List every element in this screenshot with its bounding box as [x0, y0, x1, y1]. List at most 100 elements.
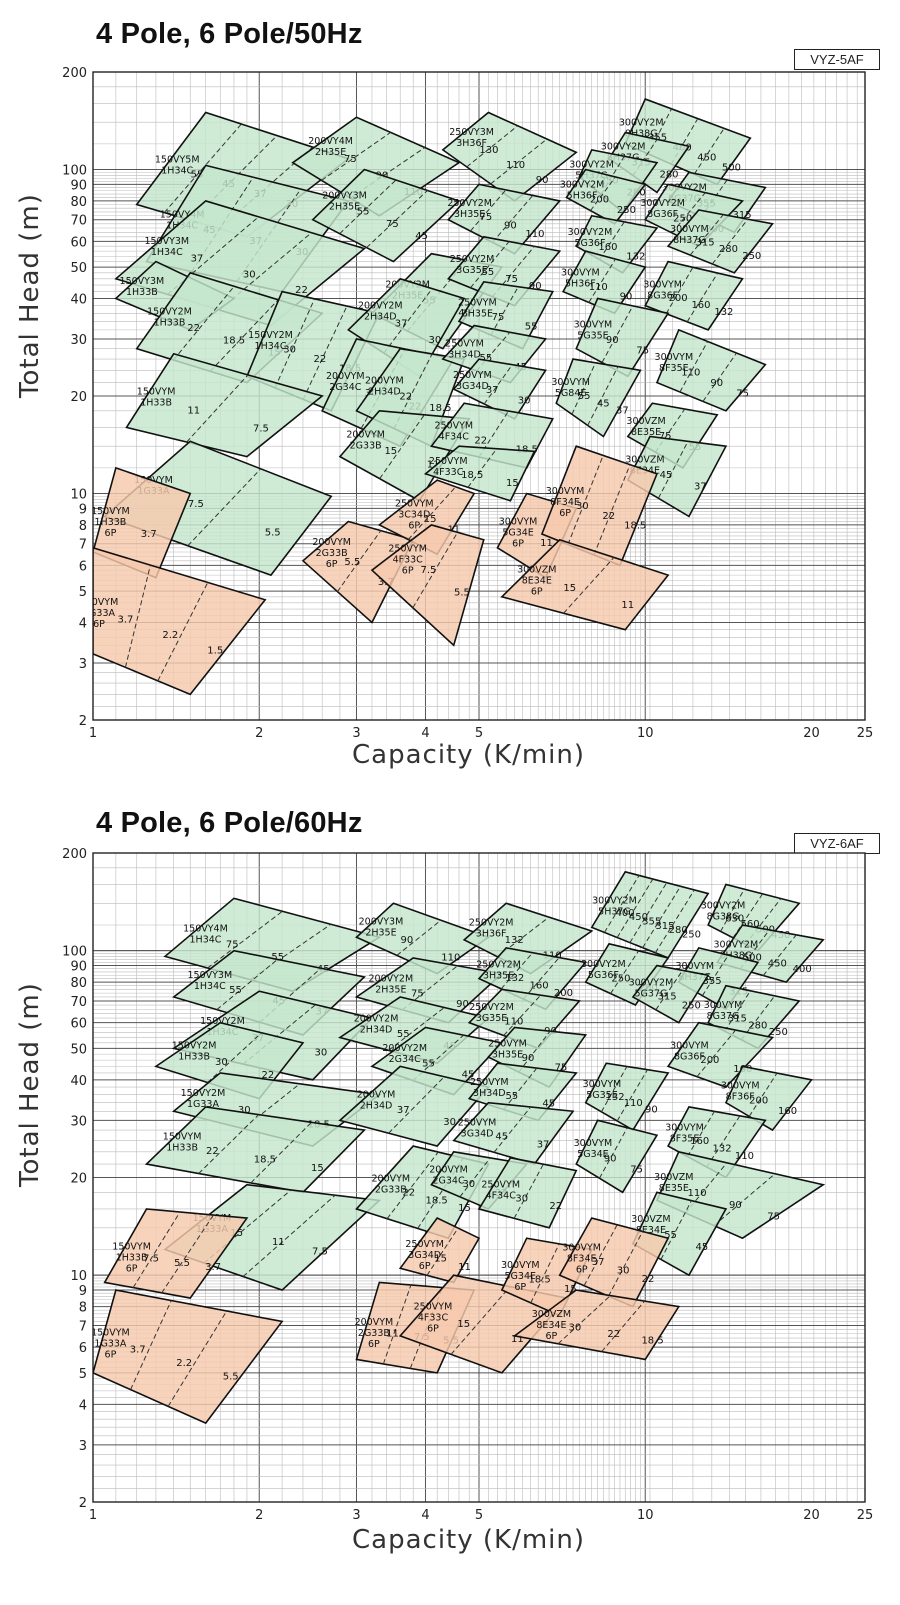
kw-label: 22 [402, 1187, 415, 1198]
kw-label: 18.5 [641, 1336, 663, 1347]
motor-boundary [503, 1067, 538, 1110]
kw-label: 160 [530, 981, 549, 992]
kw-label: 200 [669, 293, 688, 304]
kw-label: 75 [659, 431, 672, 442]
kw-label: 11 [540, 538, 553, 549]
region-4pole [666, 1021, 775, 1088]
motor-boundary [157, 582, 209, 682]
model-label: 150VYM 1G33A 6P [80, 597, 119, 630]
kw-label: 500 [743, 953, 762, 964]
pump-region: 150VYM 1H33B 22 18.5 15 [144, 1106, 367, 1194]
kw-label: 132 [606, 1092, 625, 1103]
kw-label: 450 [768, 958, 787, 969]
kw-label: 22 [261, 1070, 274, 1081]
motor-boundary [629, 882, 668, 943]
x-tick-label: 5 [475, 726, 483, 741]
motor-boundary [563, 557, 615, 614]
kw-label: 160 [690, 1136, 709, 1147]
y-tick-label: 4 [79, 616, 87, 631]
motor-boundary [407, 486, 457, 540]
y-tick-label: 8 [79, 1301, 87, 1316]
model-label: 200VY2M 2H34D [354, 1013, 399, 1035]
kw-label: 55 [191, 169, 204, 180]
y-tick-label: 60 [70, 235, 87, 250]
motor-boundary [711, 218, 749, 265]
kw-label: 11 [447, 525, 460, 536]
model-label: 300VY2M 8G38G [701, 901, 746, 923]
x-axis-label: Capacity (K/min) [352, 1525, 586, 1555]
kw-label: 110 [624, 1098, 643, 1109]
kw-label: 55 [229, 985, 242, 996]
kw-label: 400 [616, 908, 635, 919]
motor-boundary [470, 189, 507, 232]
motor-boundary [274, 298, 315, 389]
chart-title: 4 Pole, 6 Pole/50Hz [96, 18, 363, 50]
kw-label: 11 [511, 1334, 524, 1345]
kw-label: 132 [505, 935, 524, 946]
kw-label: 15 [384, 446, 397, 457]
kw-label: 15 [457, 1319, 470, 1330]
model-label: 250VYM 3H35E [488, 1038, 527, 1060]
motor-boundary [588, 258, 616, 303]
motor-boundary [632, 139, 658, 176]
kw-label: 90 [645, 1104, 658, 1115]
model-label: 150VY2M 1H33B [147, 307, 192, 329]
motor-boundary [523, 957, 560, 1000]
model-label: 300VYM 8F35E [655, 352, 694, 374]
plot-frame [92, 71, 866, 721]
motor-boundary [583, 1224, 618, 1286]
model-label: 150VY3M 1H34C [187, 970, 232, 992]
model-label: 250VYM 3H35E [458, 298, 497, 320]
model-label: 300VYM 8G36F [670, 1041, 709, 1063]
motor-boundary [616, 878, 654, 938]
model-label: 150VYM 1H33B 6P [91, 506, 130, 539]
motor-boundary [124, 565, 151, 668]
kw-label: 110 [504, 1017, 523, 1028]
model-label: 300VYM 5G35E [583, 1079, 622, 1101]
model-label: 300VYM 5H36F [561, 267, 600, 289]
motor-boundary [132, 1211, 181, 1288]
kw-label: 37 [592, 1257, 605, 1268]
kw-label: 30 [243, 269, 256, 280]
y-tick-label: 2 [79, 1496, 87, 1511]
kw-label: 11 [386, 1329, 399, 1340]
kw-label: 22 [295, 285, 308, 296]
region-6pole [500, 538, 670, 631]
motor-boundary [216, 959, 278, 1011]
kw-label: 450 [697, 152, 716, 163]
kw-label: 400 [793, 964, 812, 975]
y-tick-label: 3 [79, 657, 87, 672]
kw-label: 315 [655, 921, 674, 932]
chart-panel-50hz: 4 Pole, 6 Pole/50Hz VYZ-5AF 1 2 3 4 5 10 20 25 2… [0, 0, 900, 790]
y-tick-label: 7 [79, 1319, 87, 1334]
pump-region: 150VYM 1G33A 6P 3.7 2.2 1.5 [80, 546, 267, 696]
motor-boundary [130, 1300, 172, 1390]
model-label: 200VYM 2G33B 6P [355, 1317, 394, 1350]
kw-label: 5.5 [223, 1371, 239, 1382]
region-4pole [631, 964, 710, 1024]
motor-boundary [720, 888, 745, 932]
kw-label: 18.5 [624, 521, 646, 532]
motor-boundary [660, 1200, 692, 1260]
kw-label: 22 [642, 1274, 655, 1285]
model-label: 300VZM 8E35E [626, 416, 665, 438]
kw-label: 30 [238, 1105, 251, 1116]
pump-region: 300VZM 8E34E 6P 15 11 [500, 538, 670, 631]
kw-label: 30 [518, 395, 531, 406]
y-tick-label: 2 [79, 714, 87, 729]
motor-boundary [748, 1072, 778, 1117]
kw-label: 75 [492, 312, 505, 323]
pump-region: 250VYM 4F34C 30 22 [477, 1156, 578, 1229]
kw-label: 110 [441, 953, 460, 964]
model-label: 300VYM 5G34E 6P [499, 517, 538, 550]
kw-label: 3.7 [117, 615, 133, 626]
model-label: 150VYM 1G33A 6P [91, 1327, 130, 1360]
kw-label: 315 [728, 1014, 747, 1025]
kw-label: 75 [736, 388, 749, 399]
motor-boundary [601, 1300, 645, 1352]
y-tick-label: 40 [70, 292, 87, 307]
motor-boundary [167, 1310, 228, 1407]
